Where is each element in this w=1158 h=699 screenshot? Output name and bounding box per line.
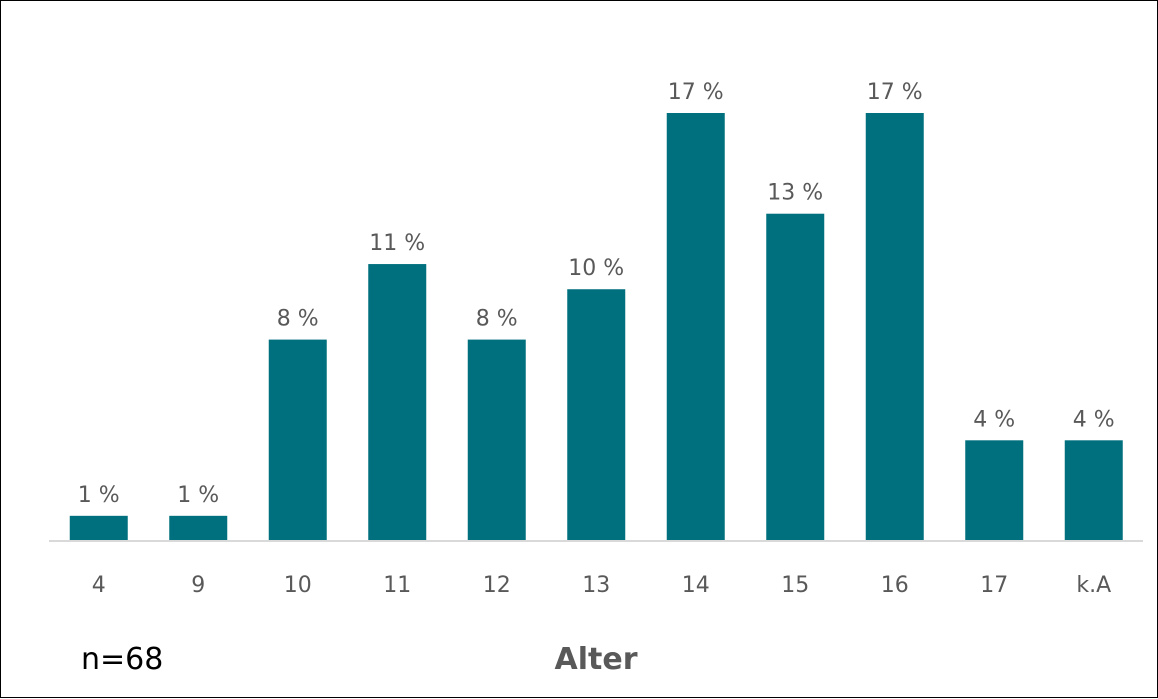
bar-k.A — [1064, 440, 1123, 541]
bar-16 — [865, 113, 924, 541]
bar-12 — [467, 339, 526, 541]
x-tick-12: 12 — [483, 573, 511, 598]
x-tick-labels: 4 9 10 11 12 13 14 15 16 17 k.A — [92, 573, 1111, 598]
bar-15 — [766, 213, 825, 542]
data-label-17: 4 % — [973, 407, 1015, 432]
bar-11 — [368, 264, 427, 541]
data-label-14: 17 % — [668, 80, 724, 105]
data-label-15: 13 % — [767, 181, 823, 206]
x-tick-13: 13 — [582, 573, 610, 598]
sample-size-note: n=68 — [81, 642, 163, 677]
bars-layer: 1 % 1 % 8 % 11 % 8 % 10 % 17 % 13 % 17 % 4 % 4 % — [69, 80, 1123, 542]
x-tick-15: 15 — [781, 573, 809, 598]
data-label-16: 17 % — [867, 80, 923, 105]
data-label-12: 8 % — [476, 307, 518, 332]
bar-10 — [268, 339, 327, 541]
bar-13 — [567, 289, 626, 541]
data-label-4: 1 % — [78, 483, 120, 508]
x-tick-17: 17 — [980, 573, 1008, 598]
bar-9 — [169, 515, 228, 541]
x-tick-14: 14 — [682, 573, 710, 598]
bar-17 — [965, 440, 1024, 541]
data-label-9: 1 % — [177, 483, 219, 508]
data-label-11: 11 % — [369, 231, 425, 256]
bar-4 — [69, 515, 128, 541]
x-axis-title: Alter — [555, 642, 638, 677]
data-label-13: 10 % — [568, 256, 624, 281]
data-label-k.A: 4 % — [1073, 407, 1115, 432]
x-tick-16: 16 — [881, 573, 909, 598]
x-tick-10: 10 — [284, 573, 312, 598]
bar-14 — [666, 113, 725, 541]
x-tick-k.A: k.A — [1076, 573, 1111, 598]
x-tick-9: 9 — [191, 573, 205, 598]
data-label-10: 8 % — [277, 307, 319, 332]
x-tick-4: 4 — [92, 573, 106, 598]
x-tick-11: 11 — [383, 573, 411, 598]
